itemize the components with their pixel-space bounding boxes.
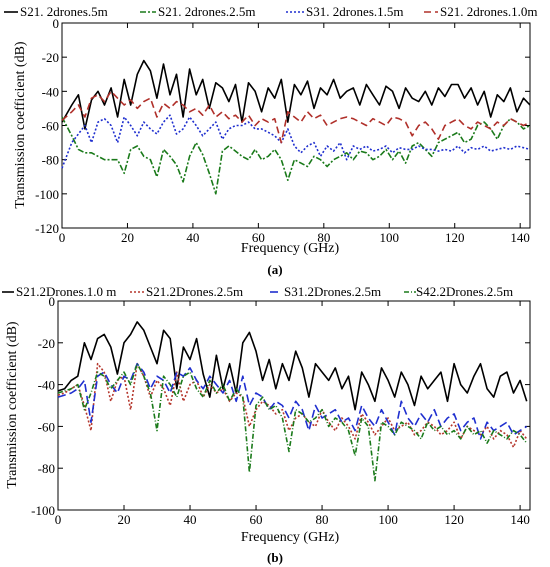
series-line-4: [57, 362, 528, 482]
x-tick-label: 100: [380, 230, 400, 245]
plot-frame-b: [57, 300, 531, 511]
y-tick-label: -60: [38, 419, 55, 434]
x-tick-label: 60: [250, 512, 263, 527]
y-tick-label: -20: [38, 336, 55, 351]
legend-entry-b-4: S42.2Drones.2.5m: [404, 284, 513, 299]
y-tick-label: -20: [42, 50, 59, 65]
y-tick-label: -40: [38, 378, 55, 393]
x-tick-label: 140: [510, 512, 530, 527]
legend-label: S21. 2drones.5m: [20, 4, 108, 19]
series-a: [61, 59, 531, 195]
x-tick-label: 120: [444, 512, 464, 527]
legend-b: S21.2Drones.1.0 m S21.2Drones.2.5m S31.2…: [2, 284, 513, 299]
y-tick-label: -100: [35, 187, 59, 202]
legend-entry-a-3: S31. 2drones.1.5m: [286, 4, 404, 19]
panel-a: S21. 2drones.5m S21. 2drones.2.5m S31. 2…: [4, 4, 538, 277]
y-tick-label: 0: [53, 16, 60, 31]
x-tick-label: 0: [55, 512, 62, 527]
series-line-1: [61, 59, 531, 130]
x-tick-label: 40: [186, 230, 199, 245]
x-tick-label: 20: [121, 230, 134, 245]
x-tick-label: 120: [445, 230, 465, 245]
panel-label-a: (a): [267, 262, 282, 277]
legend-a: S21. 2drones.5m S21. 2drones.2.5m S31. 2…: [4, 4, 538, 19]
y-axis-label-b: Transmission coefficient (dB): [5, 321, 20, 489]
y-tick-label: -80: [38, 461, 55, 476]
x-tick-label: 40: [184, 512, 197, 527]
series-b: [57, 321, 528, 482]
x-tick-label: 80: [317, 230, 330, 245]
y-tick-label: -100: [31, 503, 55, 518]
series-line-1: [57, 321, 528, 411]
ticks-b: 0 20 40 60 80 100 120 140 -100 -80 -60 -40 -20 0: [31, 294, 530, 527]
legend-entry-a-2: S21. 2drones.2.5m: [140, 4, 256, 19]
y-tick-label: -80: [42, 153, 59, 168]
legend-label: S21.2Drones.2.5m: [146, 284, 243, 299]
y-tick-label: -60: [42, 119, 59, 134]
x-tick-label: 60: [252, 230, 265, 245]
panel-b: S21.2Drones.1.0 m S21.2Drones.2.5m S31.2…: [2, 284, 531, 565]
x-tick-label: 20: [118, 512, 131, 527]
x-tick-label: 0: [59, 230, 66, 245]
x-tick-label: 140: [510, 230, 530, 245]
series-line-4: [61, 90, 531, 144]
series-line-2: [61, 116, 531, 195]
legend-entry-b-1: S21.2Drones.1.0 m: [2, 284, 116, 299]
legend-label: S31. 2drones.1.5m: [306, 4, 404, 19]
legend-label: S21. 2drones.2.5m: [158, 4, 256, 19]
x-axis-label-b: Frequency (GHz): [241, 530, 340, 545]
legend-entry-a-1: S21. 2drones.5m: [4, 4, 108, 19]
y-axis-label-a: Transmission coefficient (dB): [13, 41, 28, 209]
legend-label: S21. 2drones.1.0m: [440, 4, 538, 19]
legend-label: S42.2Drones.2.5m: [416, 284, 513, 299]
x-tick-label: 80: [316, 512, 329, 527]
x-tick-label: 100: [378, 512, 398, 527]
y-tick-label: 0: [49, 294, 56, 309]
legend-entry-b-2: S21.2Drones.2.5m: [130, 284, 243, 299]
x-axis-label-a: Frequency (GHz): [241, 241, 340, 256]
legend-entry-a-4: S21. 2drones.1.0m: [424, 4, 538, 19]
series-line-3: [61, 114, 531, 169]
legend-label: S31.2Drones.2.5m: [284, 284, 381, 299]
series-line-2: [57, 362, 528, 449]
ticks-a: 0 20 40 60 80 100 120 140 -120 -100 -80 -60 -40 -20 0: [35, 16, 530, 245]
panel-label-b: (b): [267, 550, 283, 565]
legend-entry-b-3: S31.2Drones.2.5m: [270, 284, 381, 299]
legend-label: S21.2Drones.1.0 m: [16, 284, 116, 299]
y-tick-label: -120: [35, 221, 59, 236]
y-tick-label: -40: [42, 84, 59, 99]
